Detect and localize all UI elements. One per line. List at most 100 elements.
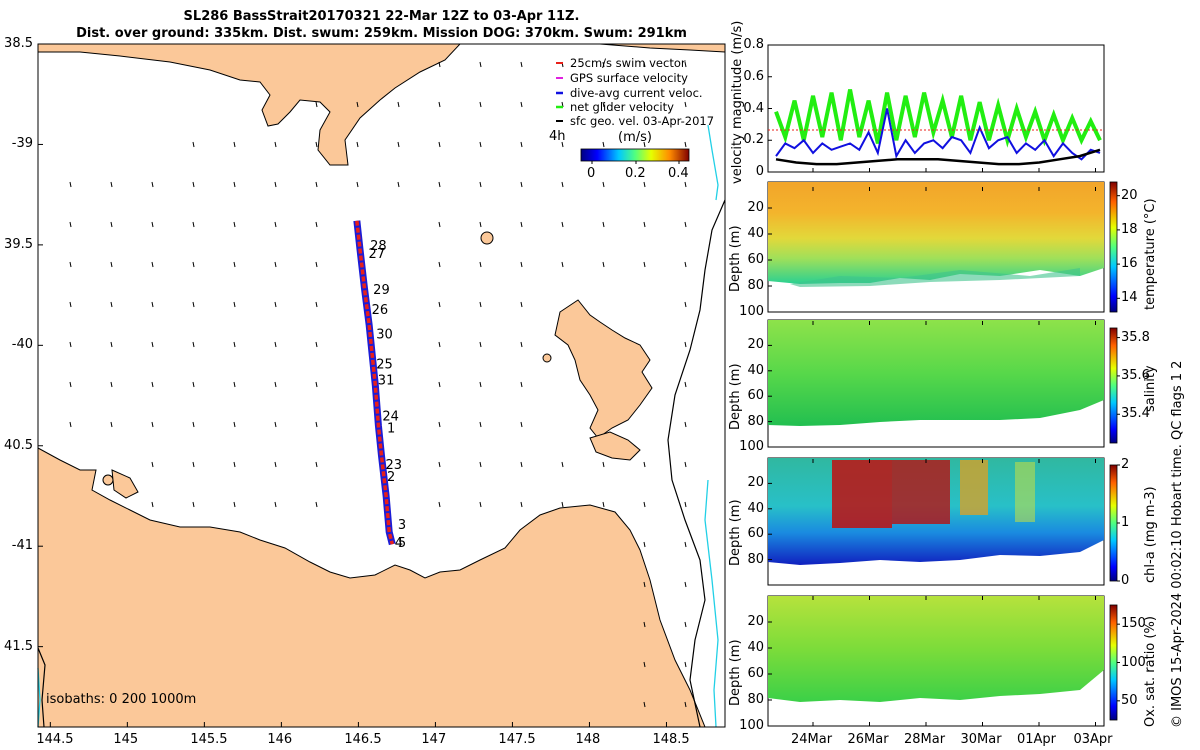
panel-tick-label: 20 — [1121, 187, 1138, 203]
panel-tick-label: 0 — [1121, 573, 1130, 588]
speed-colorbar — [580, 148, 690, 162]
surface-velocity-arrow — [643, 541, 646, 548]
surface-velocity-arrow — [684, 661, 687, 668]
isobaths-label: isobaths: 0 200 1000m — [46, 692, 197, 707]
surface-velocity-arrow — [438, 501, 441, 508]
chl-cbar-label: chl-a (mg m-3) — [1143, 486, 1158, 583]
panel-tick-label: 100 — [739, 718, 764, 733]
day-label: 24 — [382, 410, 399, 425]
surface-velocity-arrow — [192, 301, 195, 308]
surface-velocity-arrow — [561, 261, 564, 268]
temperature-ylabel: Depth (m) — [728, 225, 743, 292]
legend-gps-velocity: GPS surface velocity — [570, 71, 688, 85]
velocity-line — [775, 148, 1101, 166]
day-label: 30 — [376, 327, 393, 342]
velocity-line — [774, 89, 1102, 148]
panel-tick-label: 100 — [1121, 654, 1146, 670]
surface-velocity-arrow — [233, 461, 236, 468]
oxygen-cbar-label: Ox. sat. ratio (%) — [1143, 616, 1158, 727]
isobath-1000m-east — [704, 124, 719, 728]
surface-velocity-arrow — [274, 221, 277, 228]
surface-velocity-arrow — [192, 181, 195, 188]
panel-tick-label: 16 — [1121, 256, 1138, 272]
surface-velocity-arrow — [520, 341, 523, 348]
surface-velocity-arrow — [315, 261, 318, 268]
surface-velocity-arrow — [438, 421, 441, 428]
map-x-tick: 148 — [575, 732, 601, 747]
surface-velocity-arrow — [479, 141, 482, 148]
surface-velocity-arrow — [110, 341, 113, 348]
panel-tick-label: 1 — [1121, 515, 1130, 530]
surface-velocity-arrow — [684, 261, 687, 268]
surface-velocity-arrow — [151, 301, 154, 308]
surface-velocity-arrow — [397, 141, 400, 148]
surface-velocity-arrow — [602, 181, 605, 188]
surface-velocity-arrow — [602, 461, 605, 468]
surface-velocity-arrow — [315, 341, 318, 348]
temperature-section — [767, 181, 1118, 313]
surface-velocity-arrow — [684, 541, 687, 548]
colorbar-tick-2: 0.4 — [668, 166, 689, 181]
surface-velocity-arrow — [684, 701, 687, 708]
surface-velocity-arrow — [110, 421, 113, 428]
surface-velocity-arrow — [69, 421, 72, 428]
surface-velocity-arrow — [684, 221, 687, 228]
surface-velocity-arrow — [602, 101, 605, 108]
panel-tick-label: 26Mar — [847, 732, 889, 747]
surface-velocity-arrow — [151, 221, 154, 228]
surface-velocity-arrow — [233, 301, 236, 308]
surface-velocity-arrow — [110, 381, 113, 388]
surface-velocity-arrow — [315, 301, 318, 308]
panel-tick-label: 100 — [739, 304, 764, 319]
surface-velocity-arrow — [192, 381, 195, 388]
surface-velocity-arrow — [151, 501, 154, 508]
panel-tick-label: 0.4 — [743, 100, 764, 116]
surface-velocity-arrow — [274, 301, 277, 308]
surface-velocity-arrow — [602, 61, 605, 68]
panel-tick-label: 80 — [747, 551, 764, 567]
surface-velocity-arrow — [684, 101, 687, 108]
surface-velocity-arrow — [192, 341, 195, 348]
glider-track — [353, 220, 396, 546]
surface-velocity-arrow — [438, 301, 441, 308]
surface-velocity-arrow — [69, 341, 72, 348]
surface-velocity-arrow — [602, 141, 605, 148]
surface-velocity-arrow — [479, 221, 482, 228]
colorbar-unit-label: (m/s) — [618, 130, 652, 145]
panel-tick-label: 80 — [747, 413, 764, 429]
surface-velocity-arrow — [438, 181, 441, 188]
surface-velocity-arrow — [192, 421, 195, 428]
legend-sfc-geo-velocity: sfc geo. vel. 03-Apr-2017 — [570, 114, 715, 128]
map-x-tick: 144.5 — [36, 732, 74, 747]
surface-velocity-arrow — [438, 221, 441, 228]
surface-velocity-arrow — [561, 221, 564, 228]
surface-velocity-arrow — [684, 61, 687, 68]
surface-velocity-arrow — [520, 141, 523, 148]
panel-tick-label: 0 — [755, 164, 764, 179]
panel-tick-label: 40 — [747, 226, 764, 241]
surface-velocity-arrow — [643, 181, 646, 188]
surface-velocity-arrow — [479, 421, 482, 428]
panel-tick-label: 50 — [1121, 692, 1138, 708]
surface-velocity-arrow — [192, 461, 195, 468]
surface-velocity-arrow — [520, 181, 523, 188]
imos-side-note: © IMOS 15-Apr-2024 00:02:10 Hobart time.… — [1170, 360, 1185, 728]
day-label: 25 — [376, 357, 393, 372]
surface-velocity-arrow — [110, 221, 113, 228]
surface-velocity-arrow — [643, 61, 646, 68]
panel-tick-label: 80 — [747, 278, 764, 293]
panel-tick-label: 30Mar — [960, 732, 1002, 747]
map-y-tick: -39 — [11, 136, 33, 152]
surface-velocity-arrow — [684, 621, 687, 628]
surface-velocity-arrow — [602, 261, 605, 268]
surface-velocity-arrow — [479, 101, 482, 108]
surface-velocity-arrow — [479, 381, 482, 388]
map-y-tick: 41.5 — [4, 638, 33, 654]
panel-tick-label: 14 — [1121, 290, 1138, 306]
surface-velocity-arrow — [151, 381, 154, 388]
panel-tick-label: 20 — [747, 475, 764, 491]
velocity-panel-frame — [767, 44, 1105, 173]
surface-velocity-arrow — [274, 421, 277, 428]
surface-velocity-arrow — [438, 101, 441, 108]
surface-velocity-arrow — [520, 261, 523, 268]
